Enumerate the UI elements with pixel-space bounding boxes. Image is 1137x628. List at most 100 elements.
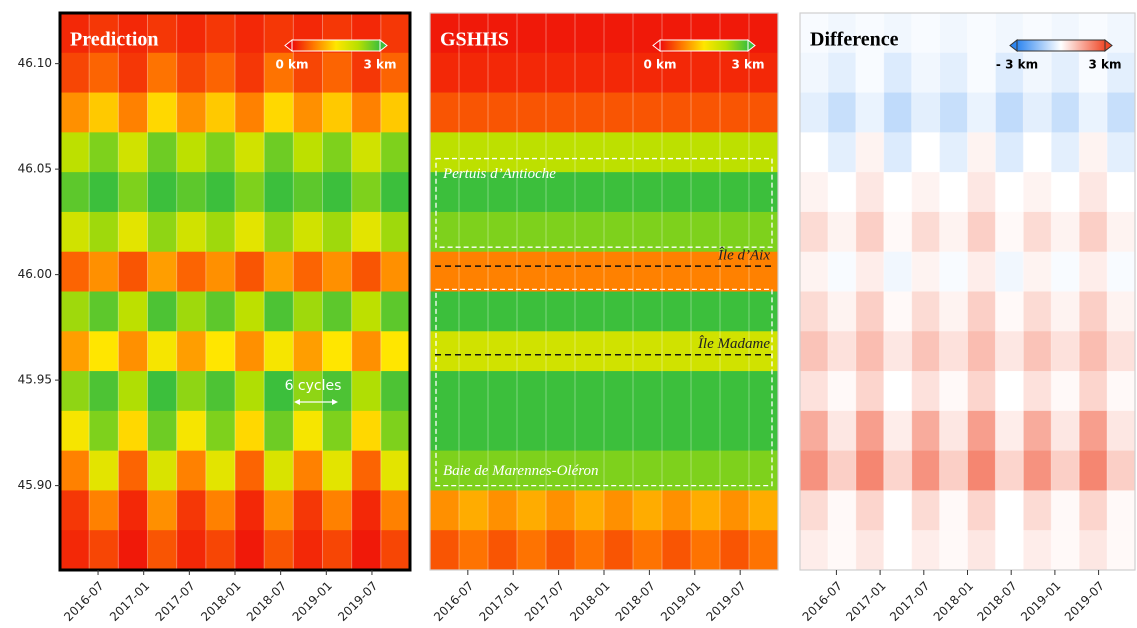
x-tick-label: 2017-07 (887, 579, 932, 624)
heatmap-cell (911, 291, 940, 332)
heatmap-cell (800, 251, 829, 292)
heatmap-cell (488, 490, 518, 531)
heatmap-cell (60, 132, 90, 173)
heatmap-cell (855, 371, 885, 412)
heatmap-cell (235, 172, 265, 213)
heatmap-cell (89, 251, 119, 292)
heatmap-cell (293, 490, 323, 531)
heatmap-cell (967, 211, 996, 253)
heatmap-cell (459, 52, 489, 93)
heatmap-cell (293, 530, 323, 571)
heatmap-cell (488, 371, 518, 412)
heatmap-cell (293, 92, 323, 133)
arrow-head (332, 399, 338, 405)
heatmap-cell (855, 450, 885, 491)
heatmap-cell (800, 92, 829, 133)
heatmap-cell (235, 450, 265, 491)
heatmap-cell (235, 52, 265, 93)
heatmap-cell (691, 410, 721, 452)
heatmap-cell (89, 52, 119, 93)
heatmap-cell (1107, 211, 1136, 253)
heatmap-cell (264, 52, 294, 93)
heatmap-cell (1079, 371, 1108, 412)
panel: 2016-072017-012017-072018-012018-072019-… (799, 12, 1136, 624)
colorbar-label: 3 km (363, 58, 396, 72)
heatmap-cell (205, 410, 236, 452)
heatmap-cell (176, 490, 207, 531)
heatmap-cell (967, 490, 996, 531)
heatmap-cell (883, 211, 913, 253)
heatmap-cell (351, 52, 382, 93)
x-tick-label: 2016-07 (800, 579, 845, 624)
heatmap-cell (691, 371, 721, 412)
heatmap-cell (1107, 13, 1136, 54)
heatmap-cell (176, 450, 207, 491)
heatmap-cell (351, 410, 382, 452)
heatmap-cell (995, 331, 1024, 372)
heatmap-cell (800, 172, 829, 213)
heatmap-cell (662, 371, 692, 412)
heatmap-cell (380, 450, 411, 491)
x-tick-label: 2017-07 (153, 579, 198, 624)
heatmap-cell (380, 410, 411, 452)
heatmap-cell (604, 371, 634, 412)
heatmap-cell (546, 172, 576, 213)
heatmap-cell (351, 291, 382, 332)
heatmap-cell (60, 291, 90, 332)
heatmap-cell (488, 92, 518, 133)
heatmap-cell (517, 450, 547, 491)
heatmap-cell (967, 251, 996, 292)
heatmap-cell (176, 13, 207, 54)
heatmap-cell (459, 371, 489, 412)
heatmap-cell (351, 251, 382, 292)
heatmap-cell (855, 490, 885, 531)
heatmap-cell (235, 92, 265, 133)
heatmap-cell (1079, 410, 1108, 452)
x-tick-label: 2018-07 (613, 579, 658, 624)
heatmap-cell (967, 371, 996, 412)
heatmap-cell (633, 132, 663, 173)
heatmap-cell (430, 132, 460, 173)
heatmap-cell (89, 13, 119, 54)
colorbar-label: 0 km (643, 58, 676, 72)
heatmap-cell (60, 13, 90, 54)
heatmap-cell (1051, 450, 1080, 491)
heatmap-cell (883, 530, 913, 571)
heatmap-cell (118, 13, 148, 54)
heatmap-cell (1079, 132, 1108, 173)
heatmap-cell (147, 211, 178, 253)
heatmap-cell (1107, 172, 1136, 213)
heatmap-cell (995, 371, 1024, 412)
heatmap-cell (575, 211, 605, 253)
heatmap-cell (1107, 92, 1136, 133)
heatmap-cell (235, 410, 265, 452)
heatmap-cell (827, 13, 857, 54)
x-tick-label: 2017-01 (107, 579, 152, 624)
heatmap-cell (322, 211, 353, 253)
heatmap-cell (147, 371, 178, 412)
heatmap-cell (235, 251, 265, 292)
x-tick-label: 2019-01 (658, 579, 703, 624)
heatmap-cell (995, 92, 1024, 133)
heatmap-cell (575, 52, 605, 93)
heatmap-cell (967, 291, 996, 332)
heatmap-cell (60, 251, 90, 292)
heatmap-cell (517, 371, 547, 412)
heatmap-cell (1107, 251, 1136, 292)
heatmap-cell (633, 530, 663, 571)
heatmap-cell (911, 371, 940, 412)
region-label: Baie de Marennes-Oléron (443, 463, 599, 479)
heatmap-cell (264, 251, 294, 292)
heatmap-cell (60, 211, 90, 253)
heatmap-cell (995, 211, 1024, 253)
heatmap-cell (89, 331, 119, 372)
heatmap-cell (855, 331, 885, 372)
heatmap-cell (1079, 92, 1108, 133)
heatmap-cell (322, 410, 353, 452)
heatmap-cell (430, 490, 460, 531)
heatmap-cell (1051, 410, 1080, 452)
reference-label: Île d’Aix (717, 247, 770, 264)
heatmap-cell (430, 450, 460, 491)
heatmap-cell (351, 132, 382, 173)
